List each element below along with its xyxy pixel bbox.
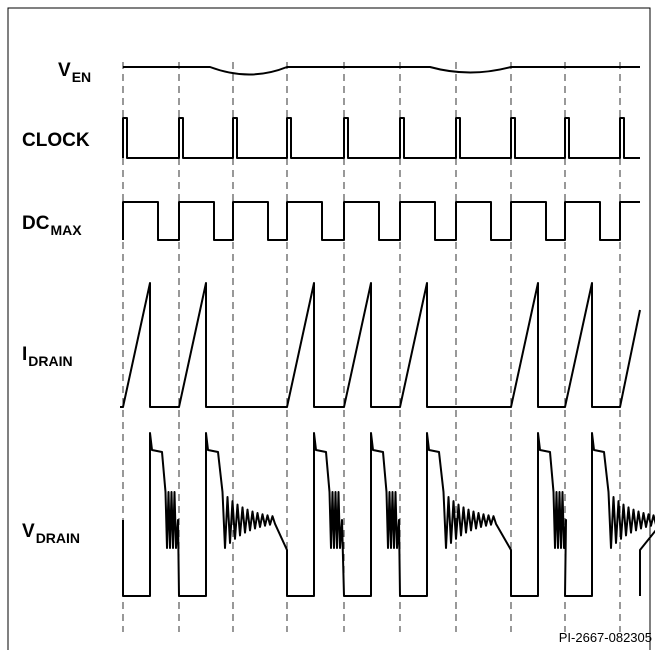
label-main: I: [22, 344, 27, 365]
signal-label: VEN: [58, 60, 91, 85]
label-sub: DRAIN: [28, 353, 72, 369]
signal-label: DCMAX: [22, 213, 82, 238]
label-main: CLOCK: [22, 130, 90, 151]
label-sub: MAX: [50, 222, 82, 238]
label-main: DC: [22, 213, 50, 234]
label-main: V: [58, 60, 71, 81]
signal-label: IDRAIN: [22, 344, 73, 369]
idrain-wave: [120, 282, 641, 408]
vdrain-wave: [122, 432, 655, 597]
dcmax-wave: [122, 201, 640, 241]
clock-wave: [122, 117, 640, 159]
label-sub: EN: [72, 69, 91, 85]
ven-wave: [123, 66, 640, 76]
label-sub: DRAIN: [36, 530, 80, 546]
frame: [7, 7, 651, 650]
figure-id: PI-2667-082305: [559, 630, 652, 645]
waveforms: [120, 66, 655, 597]
signal-label: VDRAIN: [22, 521, 80, 546]
signal-label: CLOCK: [22, 130, 90, 151]
label-main: V: [22, 521, 35, 542]
